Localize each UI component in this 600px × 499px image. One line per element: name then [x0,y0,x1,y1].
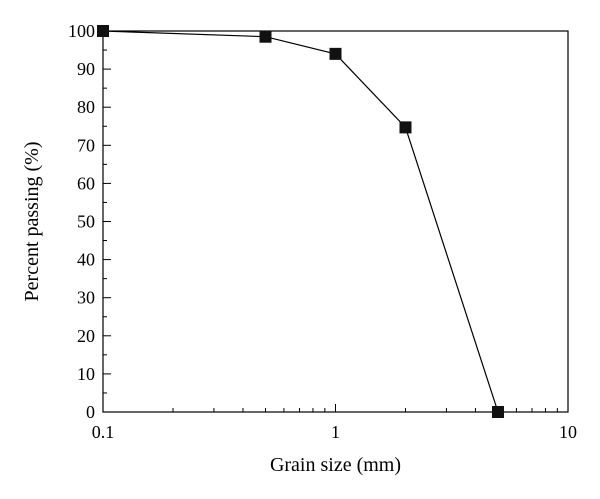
y-tick-label: 10 [77,364,95,384]
y-tick-label: 40 [77,250,95,270]
x-tick-label: 10 [559,422,577,442]
x-tick-label: 1 [331,422,340,442]
plot-frame [102,30,569,413]
x-axis-title: Grain size (mm) [270,454,401,476]
y-tick-label: 90 [77,59,95,79]
y-axis-title: Percent passing (%) [21,142,43,302]
data-point-marker [329,47,342,60]
y-tick-label: 20 [77,326,95,346]
y-tick-label: 100 [68,21,95,41]
series-layer [97,25,505,418]
y-axis: 0 10 20 30 40 50 60 70 80 90 100 [68,21,111,422]
y-tick-label: 50 [77,212,95,232]
y-tick-label: 80 [77,97,95,117]
data-point-marker [492,406,505,418]
y-tick-label: 0 [86,402,95,422]
data-point-marker [259,30,272,43]
y-tick-label: 70 [77,135,95,155]
y-tick-label: 30 [77,288,95,308]
data-point-marker [399,121,412,134]
series-line [102,30,499,413]
x-axis: 0.1 1 10 [92,404,577,442]
x-tick-label: 0.1 [92,422,115,442]
data-point-marker [97,25,109,37]
y-tick-label: 60 [77,173,95,193]
